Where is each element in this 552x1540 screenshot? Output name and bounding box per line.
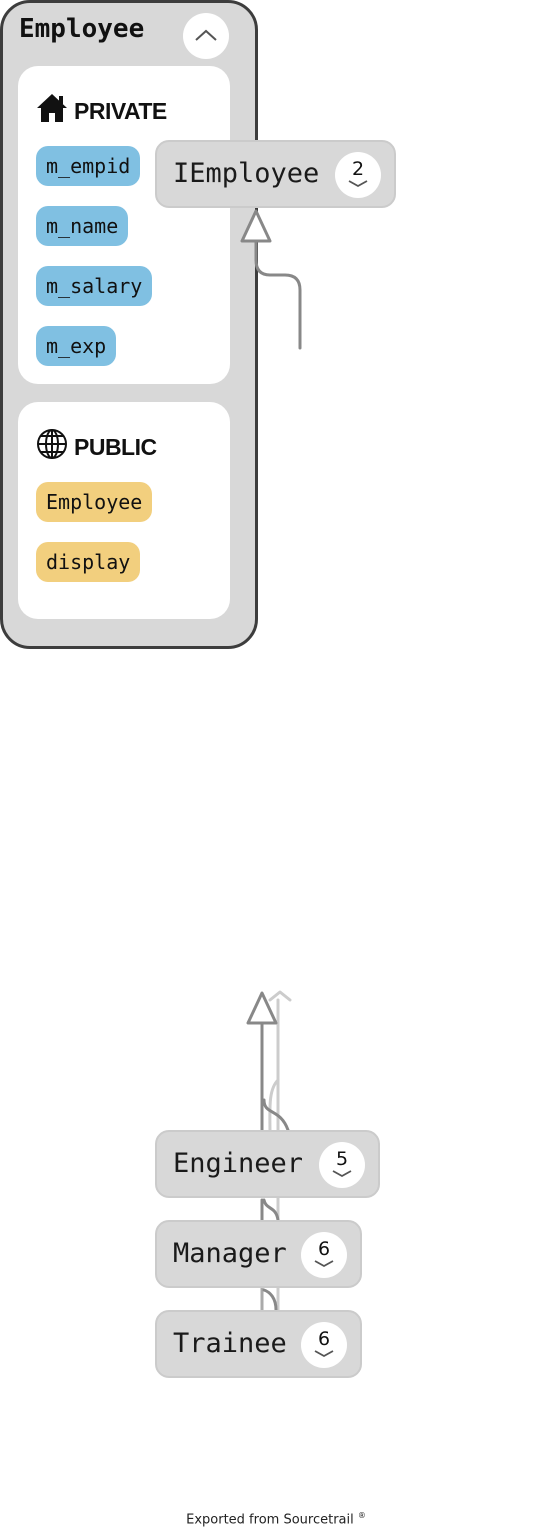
edge-employee-to-iemployee bbox=[254, 239, 302, 350]
home-icon bbox=[37, 94, 67, 122]
edge-faded-2 bbox=[268, 1078, 280, 1137]
child-count: 5 bbox=[335, 1148, 349, 1170]
group-public: PUBLIC Employee display bbox=[18, 402, 230, 619]
expand-button[interactable]: 2 bbox=[335, 152, 381, 198]
node-engineer-name: Engineer bbox=[173, 1148, 304, 1179]
node-trainee-name: Trainee bbox=[173, 1328, 287, 1359]
child-count: 6 bbox=[317, 1238, 331, 1260]
node-engineer[interactable]: Engineer 5 bbox=[155, 1130, 380, 1198]
method-employee[interactable]: Employee bbox=[36, 482, 153, 522]
group-public-header: PUBLIC bbox=[36, 424, 157, 460]
collapse-button[interactable] bbox=[183, 13, 229, 59]
registered-mark: ® bbox=[357, 1511, 366, 1520]
edge-trainee-curve bbox=[262, 1288, 278, 1312]
node-employee[interactable]: Employee PRIVATE m_empid m_name m_salary… bbox=[0, 0, 258, 649]
node-employee-name: Employee bbox=[19, 14, 145, 44]
field-m-exp[interactable]: m_exp bbox=[36, 326, 117, 366]
node-trainee[interactable]: Trainee 6 bbox=[155, 1310, 362, 1378]
iemployee-arrowhead bbox=[240, 209, 272, 243]
chevron-down-icon bbox=[332, 1170, 352, 1178]
globe-icon bbox=[37, 429, 67, 459]
node-iemployee-name: IEmployee bbox=[173, 158, 320, 189]
child-count: 2 bbox=[351, 158, 365, 180]
expand-button[interactable]: 6 bbox=[301, 1232, 347, 1278]
field-m-empid[interactable]: m_empid bbox=[36, 146, 141, 186]
footer-text: Exported from Sourcetrail bbox=[186, 1512, 354, 1528]
node-manager-name: Manager bbox=[173, 1238, 287, 1269]
node-manager[interactable]: Manager 6 bbox=[155, 1220, 362, 1288]
node-iemployee[interactable]: IEmployee 2 bbox=[155, 140, 396, 208]
employee-arrowhead bbox=[246, 991, 278, 1025]
group-private: PRIVATE m_empid m_name m_salary m_exp bbox=[18, 66, 230, 384]
expand-button[interactable]: 5 bbox=[319, 1142, 365, 1188]
chevron-down-icon bbox=[348, 180, 368, 188]
group-public-label: PUBLIC bbox=[74, 434, 157, 460]
edge-manager-curve bbox=[262, 1198, 280, 1222]
child-count: 6 bbox=[317, 1328, 331, 1350]
group-private-header: PRIVATE bbox=[36, 88, 167, 124]
edge-faded-arrow bbox=[268, 990, 292, 1002]
expand-button[interactable]: 6 bbox=[301, 1322, 347, 1368]
edge-engineer-curve bbox=[262, 1098, 290, 1132]
group-private-label: PRIVATE bbox=[74, 98, 167, 124]
method-display[interactable]: display bbox=[36, 542, 141, 582]
chevron-down-icon bbox=[314, 1350, 334, 1358]
chevron-down-icon bbox=[314, 1260, 334, 1268]
export-footer: Exported from Sourcetrail ® bbox=[0, 1511, 552, 1527]
chevron-up-icon bbox=[195, 29, 217, 41]
field-m-salary[interactable]: m_salary bbox=[36, 266, 153, 306]
field-m-name[interactable]: m_name bbox=[36, 206, 129, 246]
